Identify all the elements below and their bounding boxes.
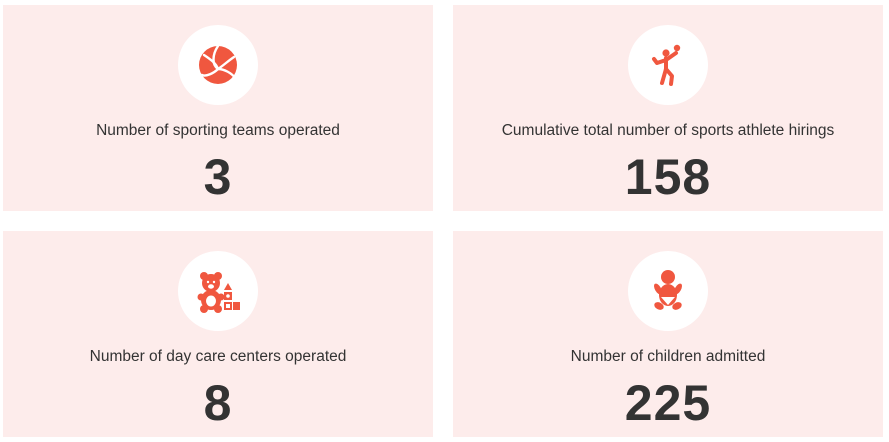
stat-label: Cumulative total number of sports athlet… bbox=[501, 122, 835, 139]
teddy-bear-icon bbox=[197, 272, 240, 313]
stat-card-children-admitted: Number of children admitted 225 bbox=[453, 231, 883, 437]
stat-label: Number of children admitted bbox=[570, 348, 766, 365]
icon-badge bbox=[178, 25, 258, 105]
icon-badge bbox=[628, 251, 708, 331]
athlete-icon bbox=[652, 44, 681, 86]
baby-icon bbox=[654, 270, 682, 310]
stat-value: 158 bbox=[624, 149, 712, 205]
stat-card-day-care-centers: Number of day care centers operated 8 bbox=[3, 231, 433, 437]
stat-label: Number of sporting teams operated bbox=[96, 122, 340, 139]
icon-badge bbox=[628, 25, 708, 105]
stats-grid: Number of sporting teams operated 3 Cumu… bbox=[3, 5, 883, 437]
volleyball-icon bbox=[199, 44, 238, 84]
stat-value: 3 bbox=[203, 149, 233, 205]
stat-card-sporting-teams: Number of sporting teams operated 3 bbox=[3, 5, 433, 211]
icon-badge bbox=[178, 251, 258, 331]
stat-label: Number of day care centers operated bbox=[89, 348, 347, 365]
stat-value: 8 bbox=[203, 375, 233, 431]
stat-value: 225 bbox=[624, 375, 712, 431]
stat-card-athlete-hirings: Cumulative total number of sports athlet… bbox=[453, 5, 883, 211]
